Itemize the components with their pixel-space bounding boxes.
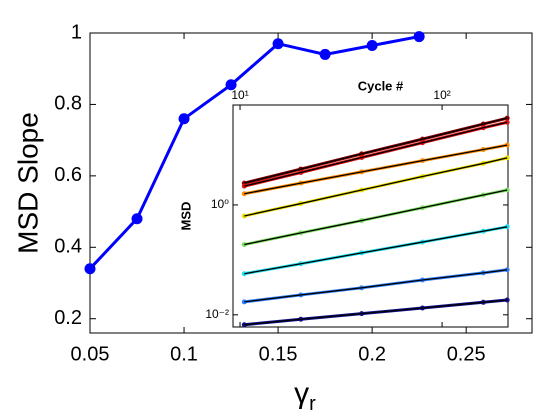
- y-axis-label: MSD Slope: [12, 112, 43, 254]
- data-point: [178, 113, 190, 125]
- x-tick-label: 0.2: [358, 343, 386, 365]
- data-point: [84, 263, 96, 275]
- data-line: [88, 35, 420, 270]
- x-axis-label: γr: [294, 377, 316, 415]
- axes-box: [89, 32, 533, 334]
- y-tick-label: 1: [71, 21, 82, 43]
- inset-title: Cycle #: [358, 78, 404, 93]
- fit-line: [244, 121, 508, 187]
- y-tick-label: 0.2: [54, 307, 82, 329]
- inset-x-tick-label: 10²: [433, 88, 450, 102]
- data-point: [272, 38, 284, 50]
- data-point: [319, 48, 331, 60]
- x-axis-label-symbol: γ: [294, 377, 309, 410]
- fit-line: [244, 157, 508, 217]
- fit-line: [244, 226, 508, 275]
- x-axis-label-subscript: r: [309, 393, 316, 415]
- y-tick-label: 0.6: [54, 164, 82, 186]
- inset-y-label: MSD: [178, 202, 193, 231]
- data-point: [131, 213, 143, 225]
- x-tick-label: 0.1: [170, 343, 198, 365]
- inset-y-tick-label: 10⁻²: [205, 307, 229, 321]
- inset-box: [232, 104, 509, 328]
- fit-line: [244, 189, 508, 246]
- data-point: [366, 40, 378, 51]
- data-point: [225, 79, 237, 91]
- data-point: [413, 31, 425, 43]
- x-tick-label: 0.05: [71, 343, 110, 365]
- fit-line: [244, 269, 508, 303]
- y-tick-label: 0.4: [54, 236, 82, 258]
- fit-line: [244, 299, 508, 326]
- x-tick-label: 0.15: [259, 343, 298, 365]
- inset-y-tick-label: 10⁰: [211, 197, 229, 211]
- inset-x-tick-label: 10¹: [231, 88, 248, 102]
- fit-line: [244, 144, 508, 195]
- x-tick-label: 0.25: [447, 343, 486, 365]
- y-tick-label: 0.8: [54, 93, 82, 115]
- fit-line: [244, 117, 508, 184]
